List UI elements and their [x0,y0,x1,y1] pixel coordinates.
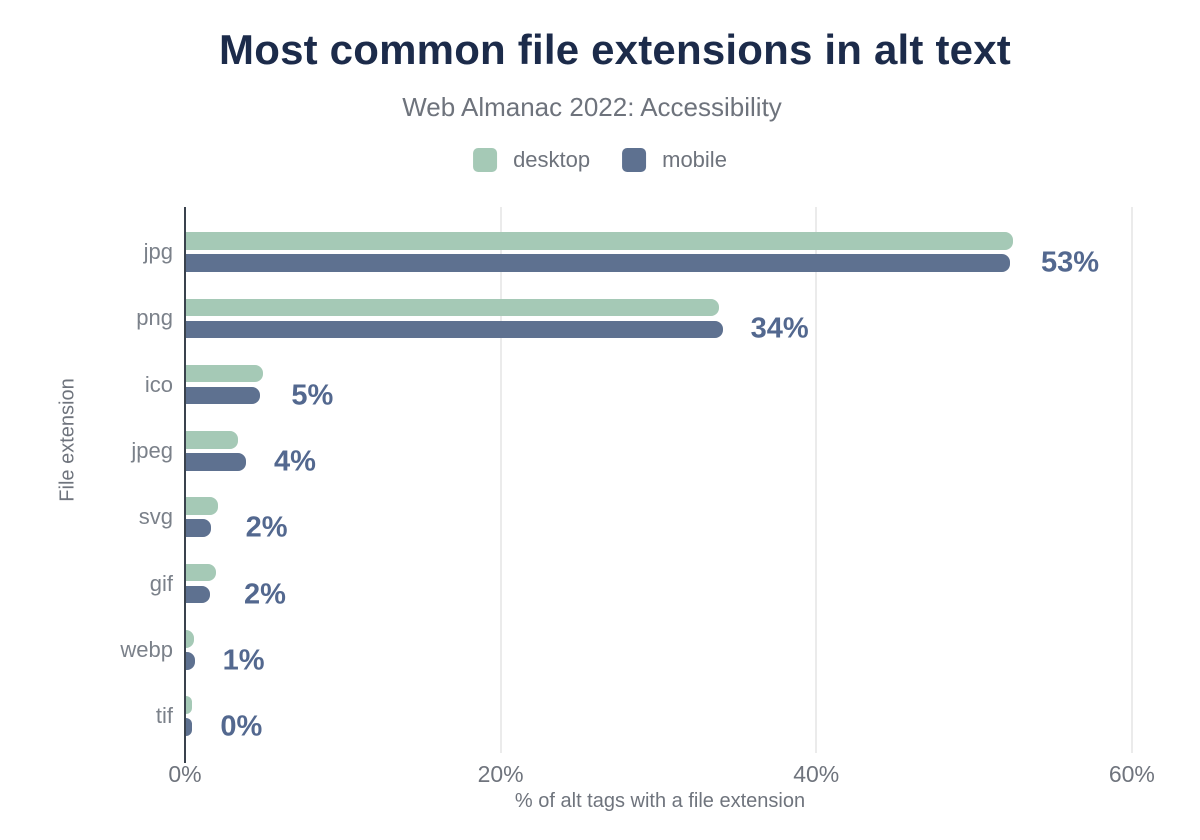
mobile-swatch-icon [622,148,647,172]
legend-item-mobile: mobile [622,147,727,173]
chart-title: Most common file extensions in alt text [219,26,1011,73]
bar-mobile-jpg [186,254,1010,272]
bar-desktop-jpeg [186,431,239,449]
value-label-svg: 2% [245,511,288,544]
value-label-png: 34% [750,312,809,345]
x-tick-label-0pct: 0% [168,761,202,787]
category-label-png: png [136,305,173,331]
x-tick-label-40pct: 40% [793,761,840,787]
bar-mobile-webp [186,652,195,670]
bar-mobile-ico [186,386,261,405]
x-tick-label-20pct: 20% [477,761,524,787]
bar-desktop-webp [186,630,194,648]
bar-mobile-png [186,320,723,339]
gridline-20pct [499,207,502,753]
plot-area [185,207,1195,753]
bar-desktop-tif [186,696,193,714]
legend-item-desktop: desktop [473,147,590,173]
gridline-60pct [1130,207,1133,753]
chart-subtitle: Web Almanac 2022: Accessibility [402,92,782,122]
category-label-gif: gif [149,570,173,596]
category-label-webp: webp [120,636,173,662]
bar-mobile-gif [186,585,210,604]
value-label-tif: 0% [220,710,263,743]
value-label-jpg: 53% [1040,246,1099,279]
category-label-svg: svg [138,504,173,530]
bar-desktop-svg [186,497,218,515]
x-tick-label-60pct: 60% [1108,761,1155,787]
gridline-40pct [815,207,818,753]
bar-desktop-jpg [186,232,1013,250]
category-label-tif: tif [155,703,173,729]
bar-mobile-svg [186,519,212,537]
value-label-jpeg: 4% [273,445,316,478]
bar-desktop-gif [186,563,216,582]
value-label-gif: 2% [243,578,286,610]
bar-desktop-png [186,298,720,317]
category-label-ico: ico [144,371,173,397]
bar-mobile-jpeg [186,453,246,471]
category-label-jpg: jpg [143,239,173,264]
bar-mobile-tif [186,718,192,736]
x-axis-title: % of alt tags with a file extension [514,790,806,812]
bar-desktop-ico [186,364,264,383]
y-axis-line [184,207,186,763]
legend-label-mobile: mobile [662,147,727,172]
desktop-swatch-icon [473,148,498,172]
legend: desktop mobile [473,147,727,173]
value-label-webp: 1% [222,644,265,677]
value-label-ico: 5% [291,379,334,412]
legend-label-desktop: desktop [513,147,591,172]
category-label-jpeg: jpeg [131,437,173,463]
